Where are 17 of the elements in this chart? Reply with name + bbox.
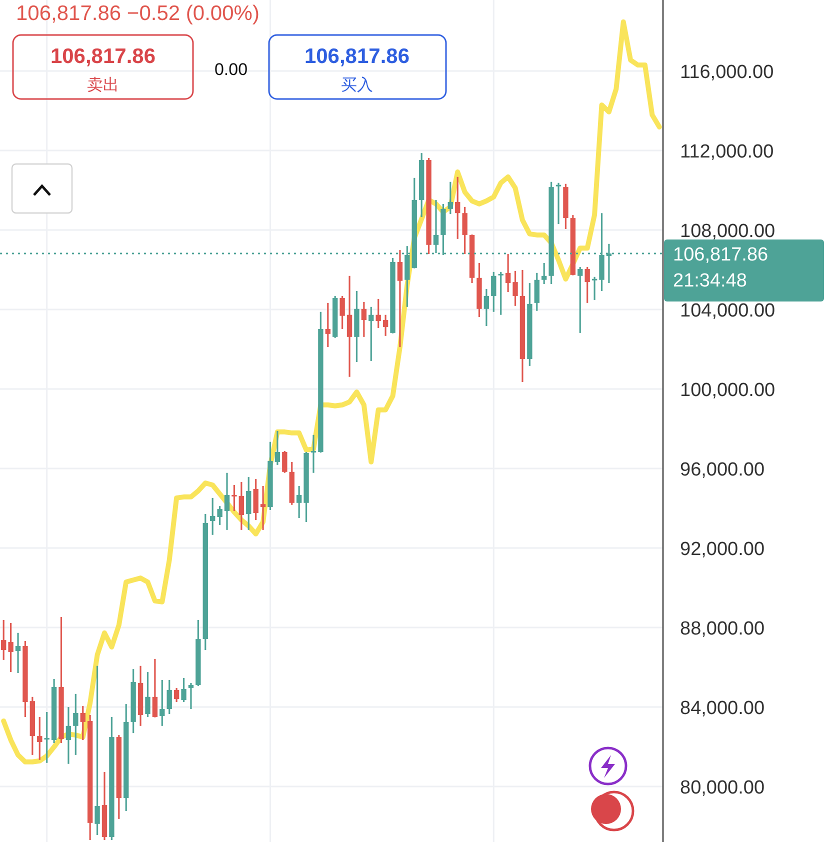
- y-tick-label: 108,000.00: [680, 220, 776, 242]
- annotation: 106,817.86: [50, 45, 156, 68]
- y-tick-label: 104,000.00: [680, 300, 776, 322]
- y-tick-label: 96,000.00: [680, 460, 765, 481]
- y-tick-label: 88,000.00: [680, 618, 765, 640]
- y-tick-label: 80,000.00: [680, 778, 765, 799]
- y-tick-label: 84,000.00: [680, 698, 765, 720]
- annotation: 卖出: [87, 76, 119, 94]
- annotation: 买入: [341, 76, 373, 94]
- annotation: 0.00: [214, 60, 248, 79]
- y-tick-label: 116,000.00: [680, 62, 774, 83]
- ref-line-label: 106,817.86 21:34:48: [673, 244, 768, 292]
- annotation: 106,817.86: [304, 45, 410, 68]
- y-tick-label: 92,000.00: [680, 539, 765, 560]
- chart-title: 106,817.86 −0.52 (0.00%): [16, 2, 260, 25]
- y-tick-label: 100,000.00: [680, 380, 776, 401]
- y-tick-label: 112,000.00: [680, 141, 774, 162]
